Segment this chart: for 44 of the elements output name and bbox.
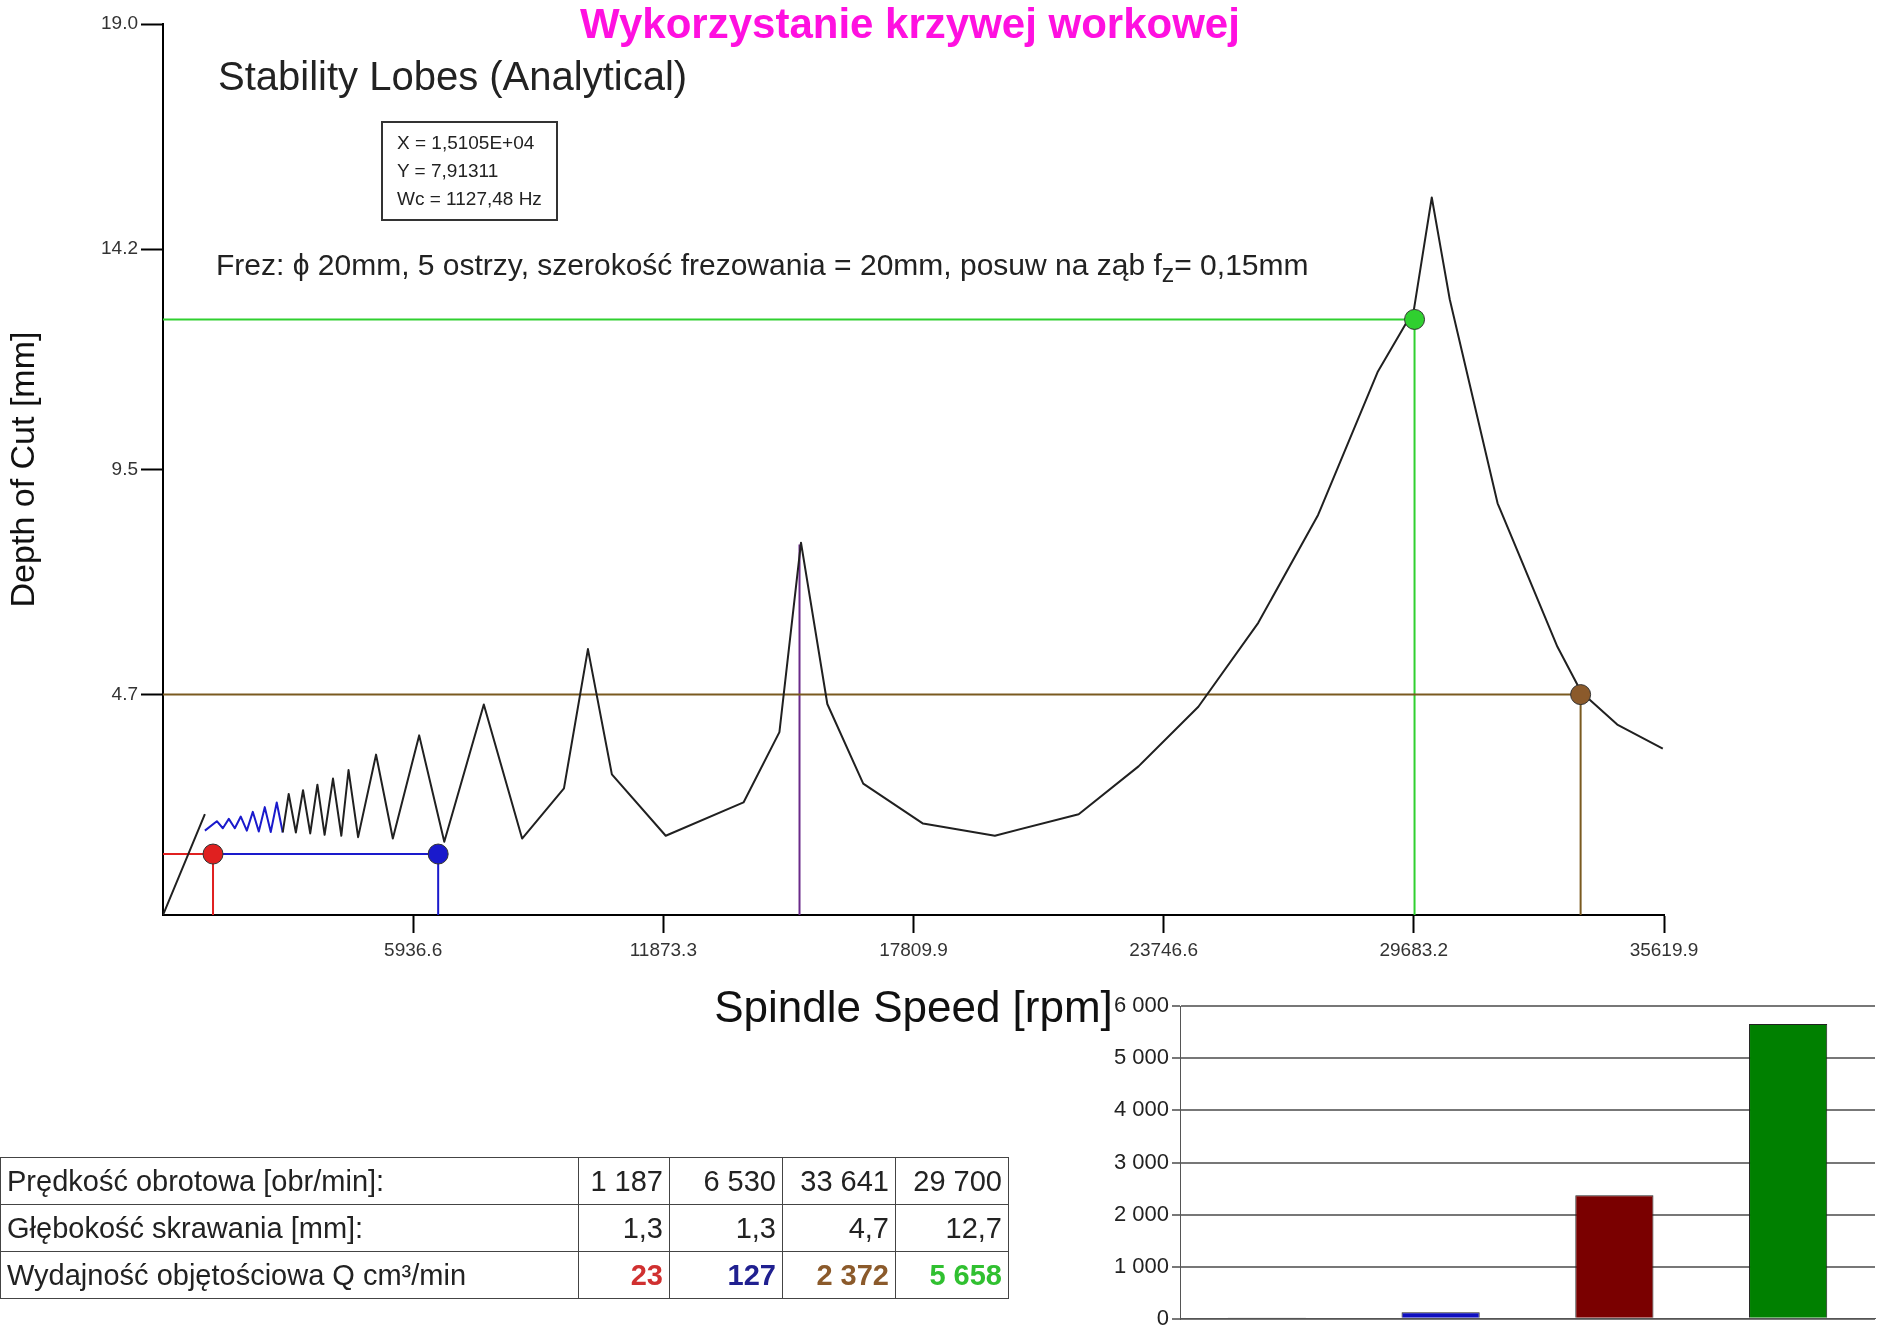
text: 2 372 [816, 1258, 889, 1291]
text: 29 700 [913, 1164, 1002, 1197]
x-axis-title: Spindle Speed [rpm] [714, 981, 1113, 1031]
text: Stability Lobes (Analytical) [218, 54, 688, 99]
x-tick-label: 17809.9 [879, 938, 948, 960]
text: 6 530 [703, 1164, 776, 1197]
annotation: Wc = 1127,48 Hz [397, 187, 542, 211]
y-tick-label: 1 000 [1113, 1252, 1169, 1278]
x-tick-label: 29683.2 [1379, 938, 1449, 960]
y-tick-label: 3 000 [1113, 1148, 1169, 1174]
text: 1 187 [590, 1164, 663, 1197]
y-tick-label: 14.2 [101, 237, 138, 259]
text: 23 [630, 1258, 663, 1291]
text: 5 658 [929, 1258, 1002, 1291]
x-tick-label: 35619.9 [1629, 938, 1699, 960]
point [202, 843, 224, 865]
point [1570, 684, 1592, 706]
point [1404, 308, 1426, 330]
text: 4,7 [848, 1211, 889, 1244]
y-tick-label: 19.0 [101, 12, 138, 34]
text: 12,7 [945, 1211, 1002, 1244]
y-tick-label: 5 000 [1113, 1044, 1169, 1070]
x-tick-label: 11873.3 [629, 938, 697, 960]
category-label: Głębokość skrawania [mm]: [7, 1211, 364, 1244]
x-tick-label: 5936.6 [384, 938, 443, 960]
y-tick-label: 6 000 [1113, 992, 1169, 1018]
y-tick-label: 4.7 [111, 682, 138, 704]
y-tick-label: 9.5 [111, 457, 138, 479]
text: 127 [727, 1258, 776, 1291]
y-tick-label: 2 000 [1113, 1200, 1169, 1226]
y-tick-label: 0 [1156, 1304, 1169, 1330]
text: 1,3 [622, 1211, 663, 1244]
y-axis-title: Depth of Cut [mm] [2, 331, 41, 608]
point [427, 843, 449, 865]
chart-title: Wykorzystanie krzywej workowej [579, 0, 1241, 48]
annotation: X = 1,5105E+04 [397, 131, 536, 155]
y-tick-label: 4 000 [1113, 1096, 1169, 1122]
category-label: Wydajność objętościowa Q cm³/min [7, 1258, 467, 1291]
text: 33 641 [800, 1164, 889, 1197]
annotation: Y = 7,91311 [397, 159, 500, 183]
category-label: Prędkość obrotowa [obr/min]: [7, 1164, 385, 1197]
x-tick-label: 23746.6 [1129, 938, 1199, 960]
text: 1,3 [735, 1211, 776, 1244]
annotation: Frez: ϕ 20mm, 5 ostrzy, szerokość frezowania = 20mm, posuw na ząb f$_{z}$= 0,15mm [216, 248, 1309, 288]
